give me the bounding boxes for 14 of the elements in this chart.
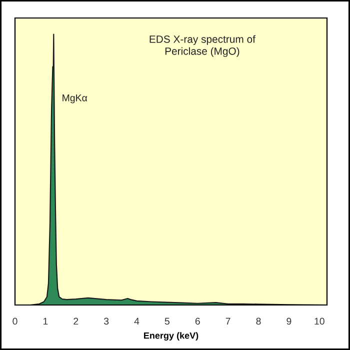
annotation: MgKα	[62, 94, 88, 104]
x-axis-title: Energy (keV)	[144, 332, 198, 341]
x-tick-label: 10	[314, 318, 324, 325]
x-tick-label: 9	[286, 318, 292, 325]
x-tick-label: 8	[256, 318, 261, 325]
x-tick-label: 0	[12, 318, 18, 325]
x-tick-label: 1	[43, 318, 48, 325]
x-tick-label: 7	[226, 318, 230, 325]
x-tick-label: 2	[74, 318, 78, 325]
x-tick-label: 3	[104, 318, 109, 325]
x-tick-label: 6	[195, 318, 200, 325]
x-tick-label: 4	[134, 318, 140, 325]
text: EDS X-ray spectrum of Periclase (MgO)	[150, 35, 256, 57]
x-tick-label: 5	[164, 318, 170, 325]
